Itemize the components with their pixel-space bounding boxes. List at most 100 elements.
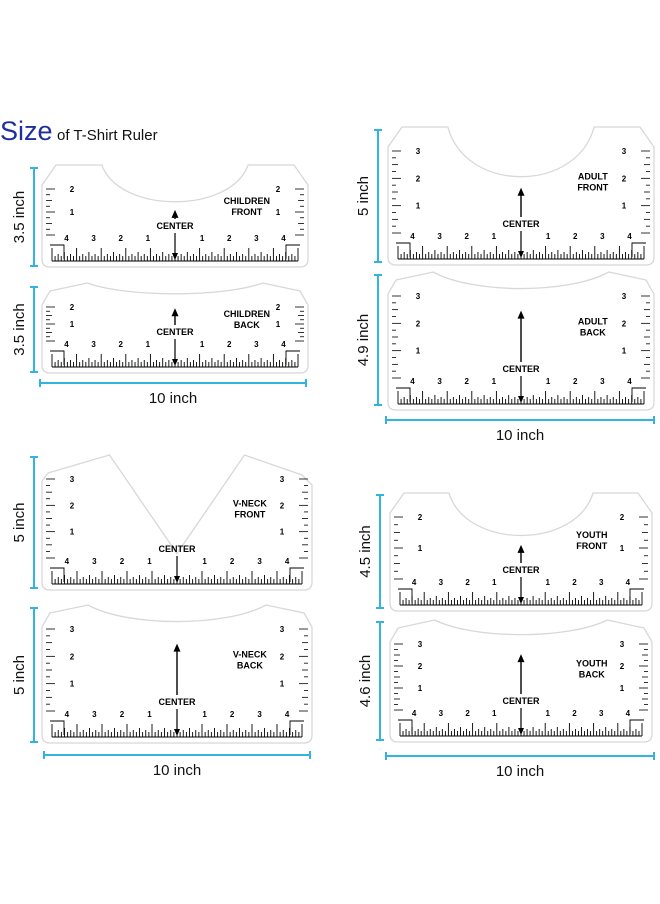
scale-number: 4 [412,578,417,587]
corner-mark [629,588,644,603]
height-label: 4.5 inch [357,525,374,578]
bottom-scale [51,571,303,585]
center-arrowhead-down [518,728,524,735]
ruler-name-line1: YOUTH [576,658,608,668]
ruler-outline [41,282,309,374]
center-arrowhead-up [517,310,525,319]
scale-number: 1 [202,557,207,566]
scale-number: 2 [120,557,125,566]
side-number: 1 [276,320,281,329]
bottom-scale [51,354,299,368]
center-arrowhead-up [171,209,179,218]
left-side-scale: 1 2 3 [394,640,423,711]
page-title: Size of T-Shirt Ruler [0,116,158,156]
side-number: 1 [70,680,75,689]
corner-mark [289,567,304,582]
height-label: 5 inch [11,655,28,695]
scale-number: 2 [465,709,470,718]
scale-number: 3 [92,710,97,719]
center-arrowhead-down [172,253,178,260]
ruler-name-line2: FRONT [231,207,262,217]
side-number: 3 [622,147,627,156]
scale-number: 4 [285,557,290,566]
scale-number: 3 [600,232,605,241]
height-label: 4.6 inch [357,655,374,708]
scale-number: 4 [627,377,632,386]
ruler-name-line1: V-NECK [233,498,268,508]
scale-number: 2 [230,710,235,719]
scale-number: 3 [92,557,97,566]
side-number: 3 [622,292,627,301]
height-dim-vneck-back: 5 inch [11,607,38,743]
scale-number: 4 [626,578,631,587]
scale-number: 4 [285,710,290,719]
side-number: 1 [70,528,75,537]
width-label: 10 inch [153,762,201,779]
scale-number: 1 [492,578,497,587]
corner-mark [398,719,413,734]
scale-number: 3 [437,377,442,386]
right-side-scale: 1 2 3 [622,147,650,234]
scale-number: 1 [545,578,550,587]
scale-number: 3 [91,340,96,349]
scale-number: 1 [546,232,551,241]
side-number: 2 [416,174,421,183]
height-label: 5 inch [11,502,28,542]
scale-number: 2 [230,557,235,566]
center-arrowhead-down [174,576,180,583]
corner-mark [396,242,411,257]
scale-number: 2 [227,340,232,349]
center-arrowhead-down [518,251,524,258]
center-arrowhead-up [517,654,525,663]
scale-number: 1 [492,709,497,718]
height-dim-children-back: 3.5 inch [11,286,38,373]
center-label: CENTER [502,696,540,706]
side-number: 1 [276,208,281,217]
left-side-scale: 12 [394,513,423,580]
center-arrowhead-down [172,359,178,366]
center-label: CENTER [156,327,194,337]
side-number: 2 [276,303,281,312]
scale-number: 2 [573,377,578,386]
ruler-name-line1: ADULT [578,316,608,326]
side-number: 2 [620,513,625,522]
scale-number: 4 [412,709,417,718]
height-dim-adult-front: 5 inch [355,129,382,263]
scale-number: 1 [147,557,152,566]
ruler-name-line1: ADULT [578,171,608,181]
side-number: 2 [280,652,285,661]
scale-number: 3 [254,340,259,349]
corner-mark [285,244,300,259]
scale-number: 2 [465,377,470,386]
right-side-scale: 12 [276,185,304,236]
height-dim-vneck-front: 5 inch [11,456,38,589]
left-side-scale: 1 2 3 [46,475,75,559]
scale-number: 4 [64,234,69,243]
scale-number: 2 [119,340,124,349]
scale-number: 2 [465,232,470,241]
side-number: 2 [622,319,627,328]
side-number: 1 [418,684,423,693]
scale-number: 3 [599,578,604,587]
scale-number: 2 [227,234,232,243]
scale-number: 2 [572,709,577,718]
scale-number: 1 [146,234,151,243]
scale-number: 4 [410,232,415,241]
scale-number: 2 [465,578,470,587]
scale-number: 3 [257,557,262,566]
height-label: 3.5 inch [11,191,28,244]
corner-mark [50,567,65,582]
side-number: 2 [418,662,423,671]
left-side-scale: 12 [46,303,75,342]
left-side-scale: 12 [46,185,75,236]
side-number: 2 [280,501,285,510]
scale-number: 1 [200,340,205,349]
corner-mark [396,387,411,402]
center-label: CENTER [502,364,540,374]
ruler-name-line2: BACK [234,320,260,330]
scale-number: 1 [546,377,551,386]
scale-number: 2 [120,710,125,719]
